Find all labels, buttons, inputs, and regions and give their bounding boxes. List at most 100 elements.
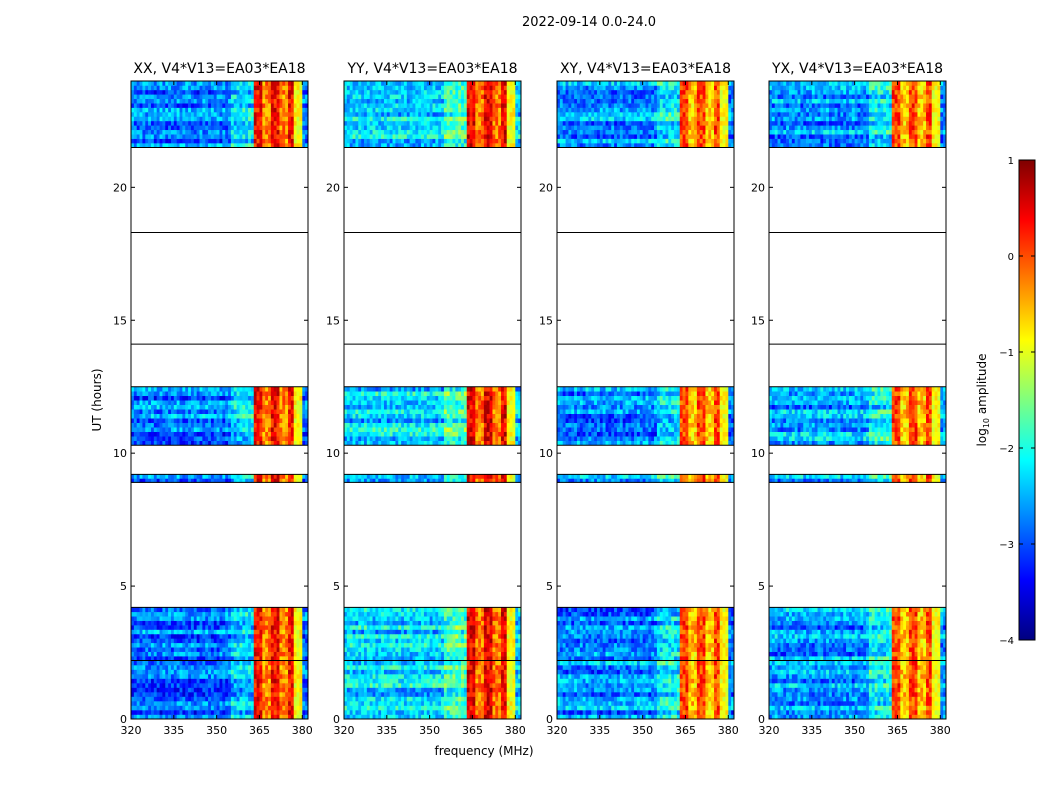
heatmap-cell	[429, 625, 433, 630]
heatmap-cell	[205, 431, 209, 437]
heatmap-cell	[253, 669, 257, 675]
heatmap-cell	[196, 616, 200, 621]
heatmap-cell	[302, 683, 306, 688]
heatmap-cell	[423, 674, 428, 679]
heatmap-cell	[156, 678, 160, 684]
heatmap-cell	[363, 678, 368, 684]
heatmap-cell	[412, 710, 416, 715]
heatmap-cell	[245, 395, 249, 401]
heatmap-cell	[372, 705, 376, 711]
heatmap-cell	[173, 638, 177, 644]
heatmap-cell	[202, 386, 206, 392]
heatmap-cell	[361, 678, 365, 684]
heatmap-cell	[193, 669, 197, 675]
heatmap-cell	[173, 85, 177, 91]
heatmap-cell	[188, 431, 192, 437]
heatmap-cell	[182, 422, 186, 428]
heatmap-cell	[409, 692, 413, 697]
heatmap-cell	[273, 440, 277, 446]
heatmap-cell	[299, 436, 303, 441]
heatmap-cell	[441, 710, 445, 715]
heatmap-cell	[148, 665, 152, 670]
heatmap-cell	[386, 710, 390, 715]
heatmap-cell	[253, 89, 257, 95]
heatmap-cell	[170, 710, 175, 715]
heatmap-cell	[509, 660, 513, 666]
heatmap-cell	[398, 616, 402, 621]
heatmap-cell	[219, 386, 223, 392]
heatmap-cell	[185, 107, 189, 113]
heatmap-cell	[145, 436, 149, 441]
heatmap-cell	[199, 409, 203, 414]
heatmap-cell	[386, 642, 390, 648]
heatmap-cell	[170, 98, 175, 104]
heatmap-cell	[173, 143, 177, 148]
heatmap-cell	[242, 134, 246, 139]
heatmap-cell	[193, 607, 197, 613]
heatmap-cell	[438, 651, 442, 657]
heatmap-cell	[188, 620, 192, 626]
heatmap-cell	[242, 616, 246, 621]
heatmap-cell	[463, 611, 468, 617]
heatmap-cell	[250, 395, 255, 401]
heatmap-cell	[199, 436, 203, 441]
heatmap-cell	[498, 638, 502, 644]
heatmap-cell	[443, 665, 448, 670]
heatmap-cell	[455, 683, 459, 688]
heatmap-cell	[461, 616, 465, 621]
heatmap-cell	[265, 651, 269, 657]
heatmap-cell	[361, 611, 365, 617]
heatmap-cell	[273, 125, 277, 131]
heatmap-cell	[199, 669, 203, 675]
heatmap-cell	[503, 660, 508, 666]
heatmap-cell	[213, 409, 217, 414]
heatmap-cell	[210, 478, 215, 483]
heatmap-cell	[216, 714, 220, 720]
heatmap-cell	[276, 427, 280, 432]
heatmap-cell	[406, 656, 410, 661]
heatmap-cell	[299, 692, 303, 697]
heatmap-cell	[162, 120, 166, 126]
heatmap-cell	[248, 400, 252, 405]
heatmap-cell	[276, 474, 280, 479]
heatmap-cell	[276, 107, 280, 113]
heatmap-cell	[150, 683, 155, 688]
heatmap-cell	[296, 665, 300, 670]
heatmap-cell	[233, 94, 237, 100]
heatmap-cell	[268, 687, 272, 693]
heatmap-cell	[409, 710, 413, 715]
heatmap-cell	[150, 400, 155, 405]
heatmap-cell	[199, 710, 203, 715]
heatmap-cell	[210, 440, 215, 446]
heatmap-cell	[216, 683, 220, 688]
heatmap-cell	[228, 120, 232, 126]
heatmap-cell	[210, 404, 215, 410]
heatmap-cell	[288, 687, 292, 693]
heatmap-cell	[213, 611, 217, 617]
heatmap-cell	[148, 714, 152, 720]
heatmap-cell	[176, 129, 180, 135]
heatmap-cell	[262, 400, 266, 405]
heatmap-cell	[245, 669, 249, 675]
heatmap-cell	[153, 620, 157, 626]
heatmap-cell	[190, 395, 195, 401]
heatmap-cell	[256, 478, 260, 483]
heatmap-cell	[452, 620, 456, 626]
heatmap-cell	[432, 660, 436, 666]
heatmap-cell	[148, 120, 152, 126]
heatmap-cell	[242, 714, 246, 720]
heatmap-cell	[375, 701, 379, 706]
heatmap-cell	[501, 692, 505, 697]
heatmap-cell	[412, 607, 416, 613]
heatmap-cell	[253, 103, 257, 108]
heatmap-cell	[145, 143, 149, 148]
heatmap-cell	[273, 103, 277, 108]
heatmap-cell	[196, 710, 200, 715]
heatmap-cell	[441, 678, 445, 684]
heatmap-cell	[176, 647, 180, 652]
heatmap-cell	[153, 647, 157, 652]
heatmap-cell	[305, 427, 309, 432]
heatmap-cell	[233, 625, 237, 630]
heatmap-cell	[302, 413, 306, 419]
heatmap-cell	[273, 404, 277, 410]
